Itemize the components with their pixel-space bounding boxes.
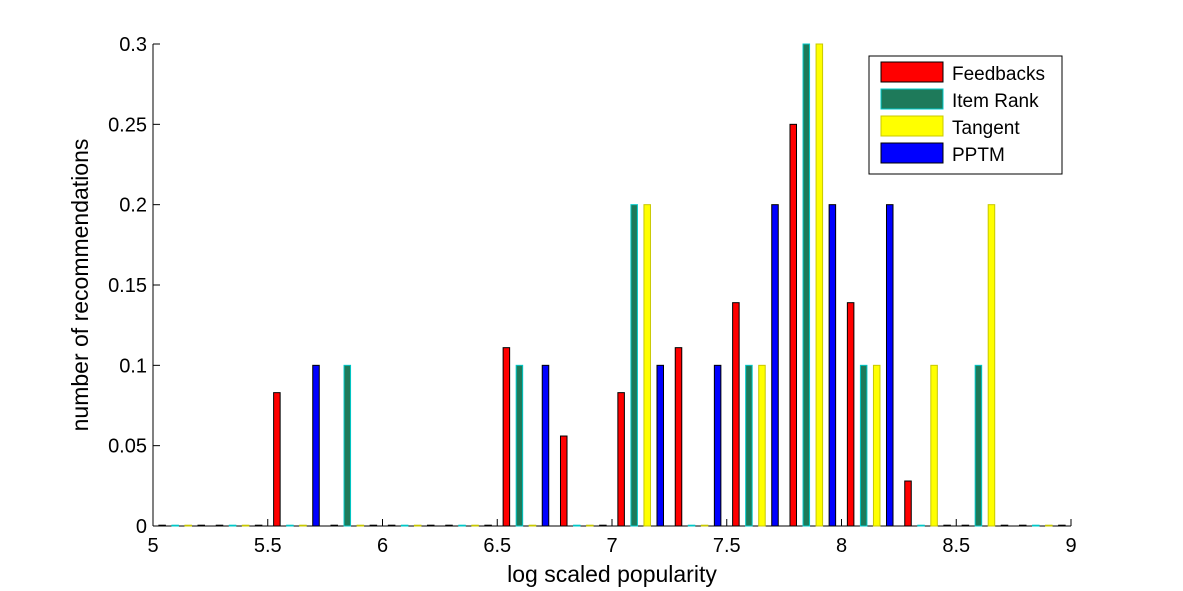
x-tick-label: 8 (836, 535, 847, 557)
bar-item-rank (343, 364, 352, 527)
bars (158, 43, 1066, 527)
bar-pptm (828, 204, 837, 527)
bar-pptm (369, 524, 378, 527)
bar-feedbacks (961, 524, 970, 527)
x-tick-label: 9 (1065, 535, 1076, 557)
y-tick-label: 0.1 (119, 355, 147, 377)
bar-item-rank (171, 524, 179, 527)
bar-pptm (656, 364, 665, 527)
legend-swatch (880, 88, 944, 110)
legend-label: PPTM (952, 145, 1005, 166)
bar-feedbacks (502, 347, 511, 527)
bar-tangent (643, 204, 651, 527)
bar-tangent (299, 524, 307, 527)
legend-swatch (880, 115, 944, 137)
x-tick-label: 8.5 (942, 535, 970, 557)
bar-pptm (426, 524, 435, 527)
bar-tangent (528, 524, 537, 527)
bar-feedbacks (445, 524, 453, 527)
bar-pptm (885, 204, 894, 527)
x-tick-label: 5 (147, 535, 158, 557)
bar-feedbacks (789, 123, 798, 527)
bar-pptm (943, 524, 951, 527)
bar-feedbacks (559, 435, 568, 527)
bar-tangent (471, 524, 479, 527)
bar-item-rank (228, 524, 237, 527)
bar-tangent (930, 364, 938, 527)
bar-pptm (484, 524, 492, 527)
legend: Feedbacks Item Rank Tangent PPTM (868, 55, 1063, 175)
bar-tangent (700, 524, 709, 527)
bar-pptm (197, 524, 206, 527)
bar-tangent (1045, 524, 1053, 527)
x-tick-label: 7.5 (713, 535, 741, 557)
legend-swatch (880, 142, 944, 164)
y-axis-label: number of recommendations (67, 139, 93, 432)
ticks: 5 5.5 6 6.5 7 7.5 8 8.5 9 0 0.05 0.1 0.15 0.2 0.25 0.3 (108, 34, 1077, 557)
bar-pptm (713, 364, 722, 527)
x-tick-label: 7 (606, 535, 617, 557)
x-axis-label: log scaled popularity (507, 561, 717, 587)
bar-pptm (312, 364, 320, 527)
x-tick-label: 5.5 (254, 535, 282, 557)
bar-pptm (541, 364, 550, 527)
bar-item-rank (458, 524, 466, 527)
bar-tangent (586, 524, 594, 527)
y-tick-label: 0.3 (119, 34, 147, 56)
bar-item-rank (974, 364, 983, 527)
bar-feedbacks (904, 480, 912, 527)
bar-pptm (254, 524, 263, 527)
bar-item-rank (630, 204, 638, 527)
bar-tangent (184, 524, 192, 527)
bar-item-rank (573, 524, 581, 527)
bar-feedbacks (846, 302, 855, 527)
bar-pptm (1058, 524, 1066, 527)
bar-tangent (413, 524, 422, 527)
bar-item-rank (745, 364, 753, 527)
bar-item-rank (802, 43, 811, 527)
bar-tangent (872, 364, 881, 527)
bar-item-rank (400, 524, 409, 527)
bar-tangent (758, 364, 766, 527)
legend-label: Tangent (952, 118, 1020, 139)
y-tick-label: 0.25 (108, 114, 147, 136)
bar-feedbacks (617, 392, 625, 527)
bar-item-rank (1032, 524, 1040, 527)
bar-tangent (241, 524, 250, 527)
legend-label: Feedbacks (952, 64, 1045, 85)
x-tick-label: 6.5 (483, 535, 511, 557)
bar-feedbacks (330, 524, 339, 527)
bar-item-rank (917, 524, 925, 527)
bar-item-rank (859, 364, 868, 527)
bar-pptm (1000, 524, 1009, 527)
bar-item-rank (687, 524, 696, 527)
bar-item-rank (515, 364, 524, 527)
x-tick-label: 6 (377, 535, 388, 557)
bar-feedbacks (1018, 524, 1027, 527)
bar-tangent (987, 204, 996, 527)
bar-tangent (356, 524, 365, 527)
bar-feedbacks (674, 347, 683, 527)
legend-label: Item Rank (952, 91, 1039, 112)
legend-swatch (880, 61, 944, 83)
y-tick-label: 0 (136, 516, 147, 538)
y-tick-label: 0.15 (108, 275, 147, 297)
bar-pptm (599, 524, 607, 527)
bar-feedbacks (215, 524, 224, 527)
bar-feedbacks (273, 392, 281, 527)
bar-item-rank (286, 524, 294, 527)
bar-feedbacks (387, 524, 396, 527)
bar-feedbacks (732, 302, 740, 527)
bar-tangent (815, 43, 824, 527)
y-tick-label: 0.2 (119, 195, 147, 217)
bar-pptm (771, 204, 779, 527)
y-tick-label: 0.05 (108, 436, 147, 458)
